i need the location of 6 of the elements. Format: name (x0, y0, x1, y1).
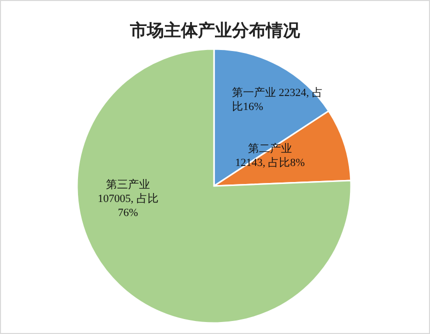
slice-label: 第一产业 22324, 占比16% (232, 86, 323, 113)
data-label: 107005, 占比76% (98, 192, 158, 219)
slice-label: 第二产业 (248, 142, 292, 155)
slice-label: 第三产业 (106, 178, 150, 191)
chart-title: 市场主体产业分布情况 (129, 21, 301, 40)
pie-slice (76, 48, 352, 324)
